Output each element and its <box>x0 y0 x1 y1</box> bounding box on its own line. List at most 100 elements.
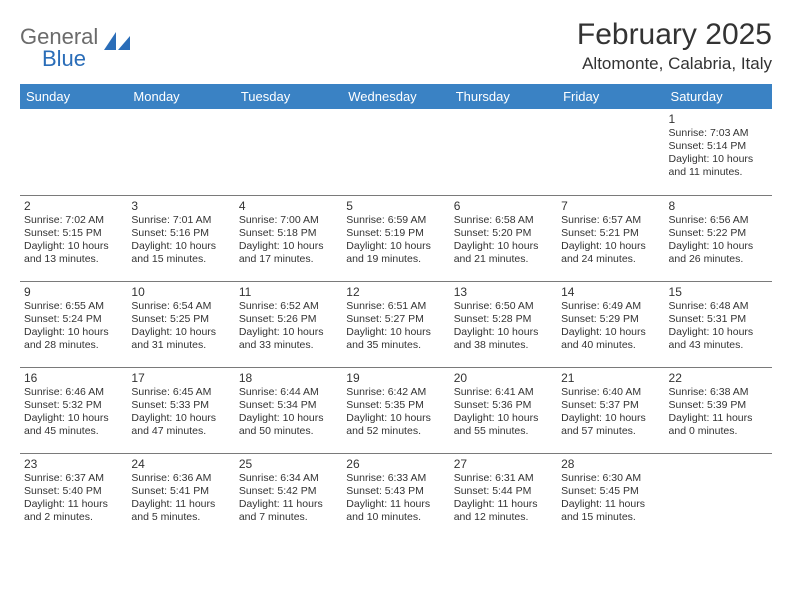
day-info-line: Sunset: 5:15 PM <box>24 227 123 240</box>
day-info-line: and 0 minutes. <box>669 425 768 438</box>
day-info-line: Daylight: 10 hours <box>131 412 230 425</box>
day-info-line: Daylight: 10 hours <box>239 412 338 425</box>
calendar-cell: 3Sunrise: 7:01 AMSunset: 5:16 PMDaylight… <box>127 195 234 281</box>
day-info-line: Sunset: 5:32 PM <box>24 399 123 412</box>
day-info-line: and 21 minutes. <box>454 253 553 266</box>
day-info-line: Sunrise: 6:55 AM <box>24 300 123 313</box>
day-number: 16 <box>24 371 123 385</box>
day-info-line: Sunrise: 6:41 AM <box>454 386 553 399</box>
calendar-cell <box>450 109 557 195</box>
day-info-line: Sunrise: 6:49 AM <box>561 300 660 313</box>
day-info-line: Sunrise: 6:52 AM <box>239 300 338 313</box>
day-info-line: Sunrise: 6:51 AM <box>346 300 445 313</box>
day-info-line: Sunrise: 7:03 AM <box>669 127 768 140</box>
header: General Blue February 2025 Altomonte, Ca… <box>20 18 772 74</box>
calendar-cell: 9Sunrise: 6:55 AMSunset: 5:24 PMDaylight… <box>20 281 127 367</box>
day-info-line: and 57 minutes. <box>561 425 660 438</box>
day-number: 22 <box>669 371 768 385</box>
day-info-line: Sunrise: 6:37 AM <box>24 472 123 485</box>
day-info-line: Daylight: 10 hours <box>24 326 123 339</box>
day-number: 19 <box>346 371 445 385</box>
logo-sail-icon <box>102 30 132 57</box>
day-number: 8 <box>669 199 768 213</box>
day-info-line: Daylight: 11 hours <box>669 412 768 425</box>
day-info-line: Daylight: 11 hours <box>24 498 123 511</box>
day-info-line: Sunrise: 6:44 AM <box>239 386 338 399</box>
day-info-line: Daylight: 10 hours <box>239 326 338 339</box>
day-info-line: Sunrise: 6:54 AM <box>131 300 230 313</box>
day-number: 10 <box>131 285 230 299</box>
calendar-cell: 21Sunrise: 6:40 AMSunset: 5:37 PMDayligh… <box>557 367 664 453</box>
day-number: 15 <box>669 285 768 299</box>
calendar-cell <box>342 109 449 195</box>
calendar-cell: 19Sunrise: 6:42 AMSunset: 5:35 PMDayligh… <box>342 367 449 453</box>
day-info-line: and 5 minutes. <box>131 511 230 524</box>
day-number: 18 <box>239 371 338 385</box>
calendar-cell: 11Sunrise: 6:52 AMSunset: 5:26 PMDayligh… <box>235 281 342 367</box>
day-info-line: and 12 minutes. <box>454 511 553 524</box>
day-number: 14 <box>561 285 660 299</box>
day-info-line: Sunrise: 6:45 AM <box>131 386 230 399</box>
day-number: 5 <box>346 199 445 213</box>
day-info-line: Daylight: 10 hours <box>454 412 553 425</box>
calendar-table: Sunday Monday Tuesday Wednesday Thursday… <box>20 84 772 539</box>
day-info-line: Sunset: 5:39 PM <box>669 399 768 412</box>
day-number: 25 <box>239 457 338 471</box>
day-info-line: Sunrise: 6:34 AM <box>239 472 338 485</box>
weekday-sunday: Sunday <box>20 84 127 109</box>
day-info-line: Sunrise: 6:31 AM <box>454 472 553 485</box>
day-info-line: and 11 minutes. <box>669 166 768 179</box>
day-info-line: Daylight: 11 hours <box>131 498 230 511</box>
calendar-cell: 4Sunrise: 7:00 AMSunset: 5:18 PMDaylight… <box>235 195 342 281</box>
day-info-line: Sunrise: 7:01 AM <box>131 214 230 227</box>
day-number: 23 <box>24 457 123 471</box>
calendar-cell: 15Sunrise: 6:48 AMSunset: 5:31 PMDayligh… <box>665 281 772 367</box>
weekday-saturday: Saturday <box>665 84 772 109</box>
day-info-line: and 28 minutes. <box>24 339 123 352</box>
day-info-line: Sunrise: 6:59 AM <box>346 214 445 227</box>
day-number: 27 <box>454 457 553 471</box>
calendar-cell <box>235 109 342 195</box>
day-info-line: Daylight: 10 hours <box>669 326 768 339</box>
day-info-line: Sunset: 5:35 PM <box>346 399 445 412</box>
day-info-line: and 15 minutes. <box>131 253 230 266</box>
day-info-line: Sunset: 5:36 PM <box>454 399 553 412</box>
day-info-line: Sunset: 5:28 PM <box>454 313 553 326</box>
day-info-line: and 19 minutes. <box>346 253 445 266</box>
day-number: 12 <box>346 285 445 299</box>
calendar-cell: 23Sunrise: 6:37 AMSunset: 5:40 PMDayligh… <box>20 453 127 539</box>
calendar-cell: 20Sunrise: 6:41 AMSunset: 5:36 PMDayligh… <box>450 367 557 453</box>
weekday-row: Sunday Monday Tuesday Wednesday Thursday… <box>20 84 772 109</box>
weekday-wednesday: Wednesday <box>342 84 449 109</box>
day-number: 6 <box>454 199 553 213</box>
day-info-line: Sunset: 5:25 PM <box>131 313 230 326</box>
calendar-cell: 25Sunrise: 6:34 AMSunset: 5:42 PMDayligh… <box>235 453 342 539</box>
calendar-page: General Blue February 2025 Altomonte, Ca… <box>0 0 792 557</box>
day-number: 13 <box>454 285 553 299</box>
day-info-line: Sunrise: 7:00 AM <box>239 214 338 227</box>
day-number: 21 <box>561 371 660 385</box>
calendar-cell: 7Sunrise: 6:57 AMSunset: 5:21 PMDaylight… <box>557 195 664 281</box>
day-info-line: and 31 minutes. <box>131 339 230 352</box>
day-info-line: Daylight: 10 hours <box>454 326 553 339</box>
calendar-row: 9Sunrise: 6:55 AMSunset: 5:24 PMDaylight… <box>20 281 772 367</box>
day-info-line: Daylight: 10 hours <box>669 153 768 166</box>
day-number: 11 <box>239 285 338 299</box>
day-number: 4 <box>239 199 338 213</box>
day-info-line: Sunset: 5:18 PM <box>239 227 338 240</box>
day-info-line: Sunset: 5:26 PM <box>239 313 338 326</box>
day-info-line: Sunrise: 6:36 AM <box>131 472 230 485</box>
day-info-line: and 47 minutes. <box>131 425 230 438</box>
day-info-line: and 50 minutes. <box>239 425 338 438</box>
calendar-cell: 1Sunrise: 7:03 AMSunset: 5:14 PMDaylight… <box>665 109 772 195</box>
day-info-line: Sunrise: 6:42 AM <box>346 386 445 399</box>
day-info-line: Daylight: 11 hours <box>239 498 338 511</box>
day-info-line: Sunrise: 6:48 AM <box>669 300 768 313</box>
calendar-cell: 5Sunrise: 6:59 AMSunset: 5:19 PMDaylight… <box>342 195 449 281</box>
day-info-line: and 55 minutes. <box>454 425 553 438</box>
day-info-line: Daylight: 10 hours <box>24 240 123 253</box>
calendar-row: 23Sunrise: 6:37 AMSunset: 5:40 PMDayligh… <box>20 453 772 539</box>
calendar-cell <box>20 109 127 195</box>
day-info-line: Daylight: 10 hours <box>239 240 338 253</box>
day-info-line: and 40 minutes. <box>561 339 660 352</box>
